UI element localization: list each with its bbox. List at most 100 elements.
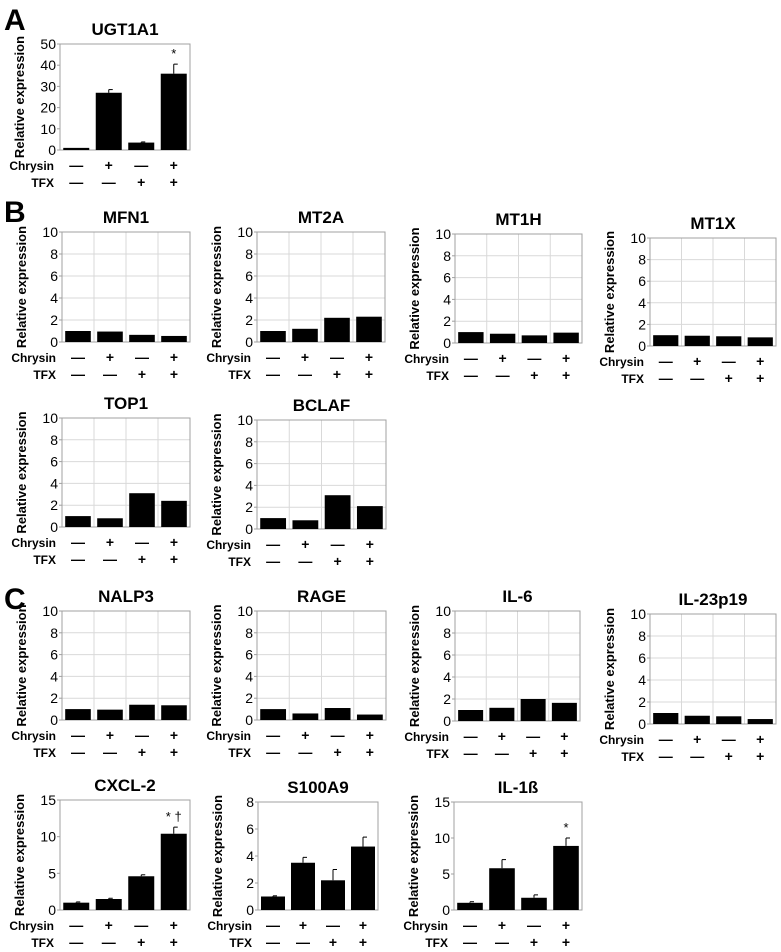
plot-frame <box>61 610 191 721</box>
condition-chrysin: — <box>527 350 541 366</box>
y-tick-label: 8 <box>246 794 254 810</box>
row-label-chrysin: Chrysin <box>599 733 644 747</box>
condition-tfx: — <box>496 367 510 383</box>
y-tick-label: 8 <box>50 432 58 448</box>
condition-tfx: — <box>298 744 312 760</box>
bar <box>292 713 319 720</box>
bar <box>63 902 90 910</box>
chart-title: TOP1 <box>104 394 148 413</box>
y-tick-label: 0 <box>245 521 253 537</box>
condition-tfx: + <box>560 745 568 761</box>
condition-tfx: + <box>366 744 374 760</box>
y-axis-label: Relative expression <box>406 795 421 917</box>
y-tick-label: 6 <box>245 647 253 663</box>
y-tick-label: 0 <box>638 716 646 732</box>
condition-chrysin: — <box>135 534 149 550</box>
condition-chrysin: — <box>659 353 673 369</box>
bar <box>161 500 187 527</box>
y-tick-label: 0 <box>50 712 58 728</box>
condition-chrysin: — <box>331 727 345 743</box>
y-tick-label: 6 <box>50 647 58 663</box>
y-tick-label: 0 <box>443 713 451 729</box>
y-tick-label: 4 <box>638 672 646 688</box>
chart-title: UGT1A1 <box>91 20 158 39</box>
condition-tfx: + <box>562 934 570 950</box>
y-axis-label: Relative expression <box>14 411 29 533</box>
bar <box>747 337 773 346</box>
condition-chrysin: — <box>659 731 673 747</box>
condition-tfx: — <box>266 366 280 382</box>
y-tick-label: 0 <box>50 334 58 350</box>
condition-chrysin: — <box>266 536 280 552</box>
condition-chrysin: — <box>69 917 83 933</box>
y-axis-label: Relative expression <box>407 605 422 727</box>
y-tick-label: 4 <box>245 290 253 306</box>
row-label-chrysin: Chrysin <box>11 351 56 365</box>
condition-tfx: — <box>71 551 85 567</box>
y-tick-label: 40 <box>40 57 56 73</box>
condition-chrysin: — <box>464 350 478 366</box>
plot-frame <box>454 610 581 722</box>
y-tick-label: 6 <box>443 270 451 286</box>
plot-frame <box>61 231 191 343</box>
bar <box>128 876 155 910</box>
y-tick-label: 2 <box>245 312 253 328</box>
condition-tfx: — <box>71 366 85 382</box>
y-tick-label: 10 <box>42 603 58 619</box>
chart-title: BCLAF <box>293 396 351 415</box>
bar <box>129 334 155 342</box>
y-tick-label: 30 <box>40 78 56 94</box>
y-tick-label: 6 <box>50 268 58 284</box>
condition-tfx: + <box>170 366 178 382</box>
chart-mt2a: MT2A 0 2 4 6 8 10 Relative expression Chrysin TFX… <box>206 208 386 382</box>
y-tick-label: 4 <box>245 477 253 493</box>
condition-tfx: + <box>333 366 341 382</box>
y-tick-label: 8 <box>50 625 58 641</box>
row-label-chrysin: Chrysin <box>9 919 54 933</box>
bar <box>160 833 187 910</box>
condition-tfx: + <box>530 934 538 950</box>
row-label-tfx: TFX <box>621 750 644 764</box>
plot-frame <box>453 801 583 911</box>
y-axis-label: Relative expression <box>602 608 617 730</box>
y-axis-label: Relative expression <box>209 226 224 348</box>
plot-frame <box>256 231 386 343</box>
chart-mt1h: MT1H 0 2 4 6 8 10 Relative expression Chrysin TFX… <box>404 210 583 383</box>
row-label-chrysin: Chrysin <box>206 351 251 365</box>
condition-chrysin: + <box>299 917 307 933</box>
condition-tfx: + <box>359 934 367 950</box>
condition-tfx: — <box>103 744 117 760</box>
condition-chrysin: — <box>266 917 280 933</box>
row-label-tfx: TFX <box>31 936 54 950</box>
plot-frame <box>454 233 583 344</box>
condition-tfx: — <box>266 553 280 569</box>
chart-ugt1a1: UGT1A1 0 10 20 30 40 50 Relative expression * Chr… <box>9 20 191 190</box>
condition-chrysin: + <box>301 727 309 743</box>
y-tick-label: 15 <box>434 794 450 810</box>
y-tick-label: 15 <box>40 792 56 808</box>
chart-title: CXCL-2 <box>94 776 155 795</box>
row-label-chrysin: Chrysin <box>207 919 252 933</box>
y-axis-label: Relative expression <box>602 231 617 353</box>
bar <box>551 702 577 721</box>
bar <box>458 332 484 343</box>
y-tick-label: 2 <box>443 313 451 329</box>
row-label-tfx: TFX <box>228 368 251 382</box>
chart-mt1x: MT1X 0 2 4 6 8 10 Relative expression Chrysin TFX… <box>599 214 777 386</box>
y-tick-label: 8 <box>245 625 253 641</box>
row-label-tfx: TFX <box>229 936 252 950</box>
bar <box>489 868 515 910</box>
y-tick-label: 0 <box>245 334 253 350</box>
bar <box>261 896 285 910</box>
bar <box>489 333 516 343</box>
condition-chrysin: + <box>366 536 374 552</box>
row-label-tfx: TFX <box>33 368 56 382</box>
significance-marker: * <box>171 46 176 61</box>
y-tick-label: 5 <box>48 865 56 881</box>
chart-il-23p19: IL-23p19 0 2 4 6 8 10 Relative expression Chrysi… <box>599 590 777 764</box>
condition-chrysin: — <box>722 731 736 747</box>
condition-tfx: — <box>266 934 280 950</box>
y-tick-label: 10 <box>237 603 253 619</box>
condition-chrysin: + <box>756 731 764 747</box>
y-tick-label: 2 <box>50 690 58 706</box>
